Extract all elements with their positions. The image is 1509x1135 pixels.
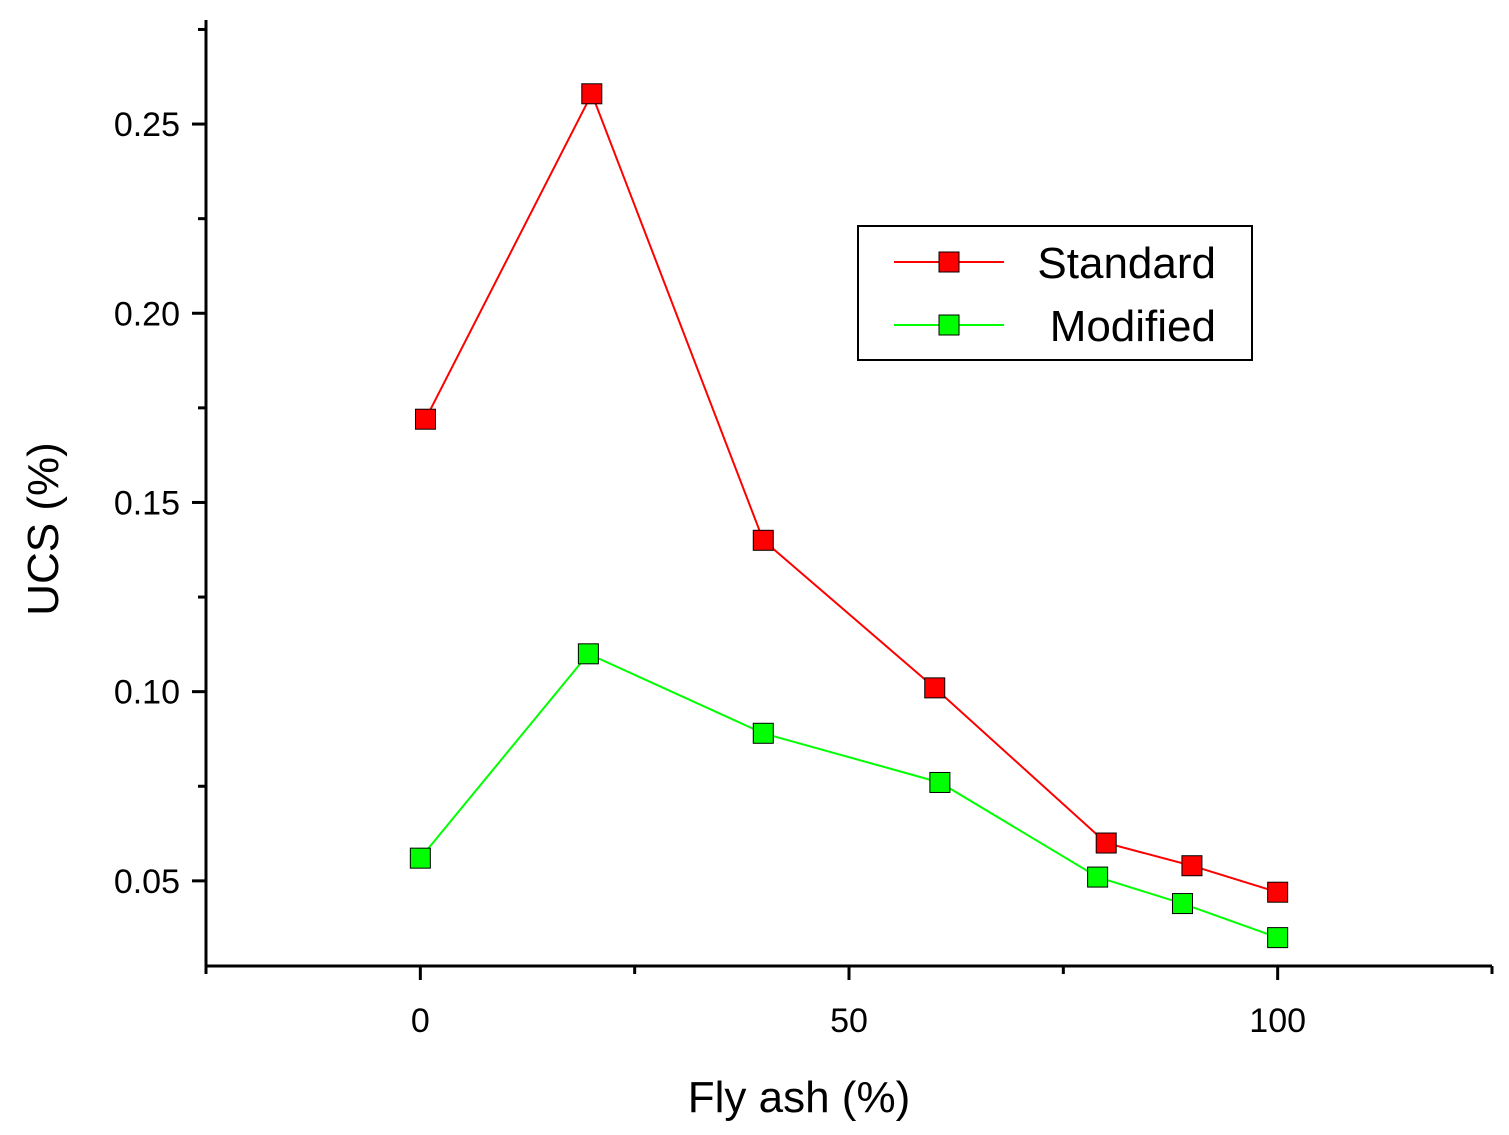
y-tick-label: 0.20 (114, 295, 180, 333)
data-point-standard (1095, 832, 1117, 854)
data-point-standard (1181, 855, 1203, 877)
x-axis-title: Fly ash (%) (688, 1073, 910, 1122)
x-tick-label: 0 (411, 1002, 430, 1040)
series-line-standard (424, 91, 1278, 894)
y-tick-label: 0.25 (114, 106, 180, 144)
legend: Standard Modified (857, 225, 1253, 361)
data-point-standard (752, 529, 774, 551)
legend-label: Standard (1037, 239, 1216, 288)
data-point-modified (929, 771, 951, 793)
legend-marker (938, 314, 960, 336)
legend-box (857, 225, 1253, 361)
data-point-modified (1172, 893, 1194, 915)
legend-marker (938, 251, 960, 273)
y-tick-label: 0.10 (114, 674, 180, 712)
data-point-modified (577, 643, 599, 665)
y-tick-label: 0.15 (114, 484, 180, 522)
axes (204, 20, 1492, 968)
series-modified (409, 643, 1289, 949)
data-point-modified (752, 722, 774, 744)
x-tick-label: 50 (830, 1002, 868, 1040)
data-point-standard (581, 83, 603, 105)
series-line-modified (419, 652, 1279, 939)
ticks: 0 50 100 0.05 0.10 0.15 0.20 0.25 (114, 27, 1494, 1040)
data-point-modified (1087, 866, 1109, 888)
legend-label: Modified (1050, 302, 1216, 351)
series-standard (414, 83, 1289, 903)
y-axis-title: UCS (%) (19, 442, 68, 616)
data-point-standard (1267, 881, 1289, 903)
data-point-modified (1267, 927, 1289, 949)
legend-item-modified: Modified (894, 302, 1216, 351)
data-point-standard (414, 408, 436, 430)
y-tick-label: 0.05 (114, 863, 180, 901)
legend-item-standard: Standard (894, 239, 1216, 288)
x-tick-label: 100 (1249, 1002, 1306, 1040)
data-point-standard (924, 677, 946, 699)
series (409, 83, 1289, 949)
data-point-modified (409, 847, 431, 869)
